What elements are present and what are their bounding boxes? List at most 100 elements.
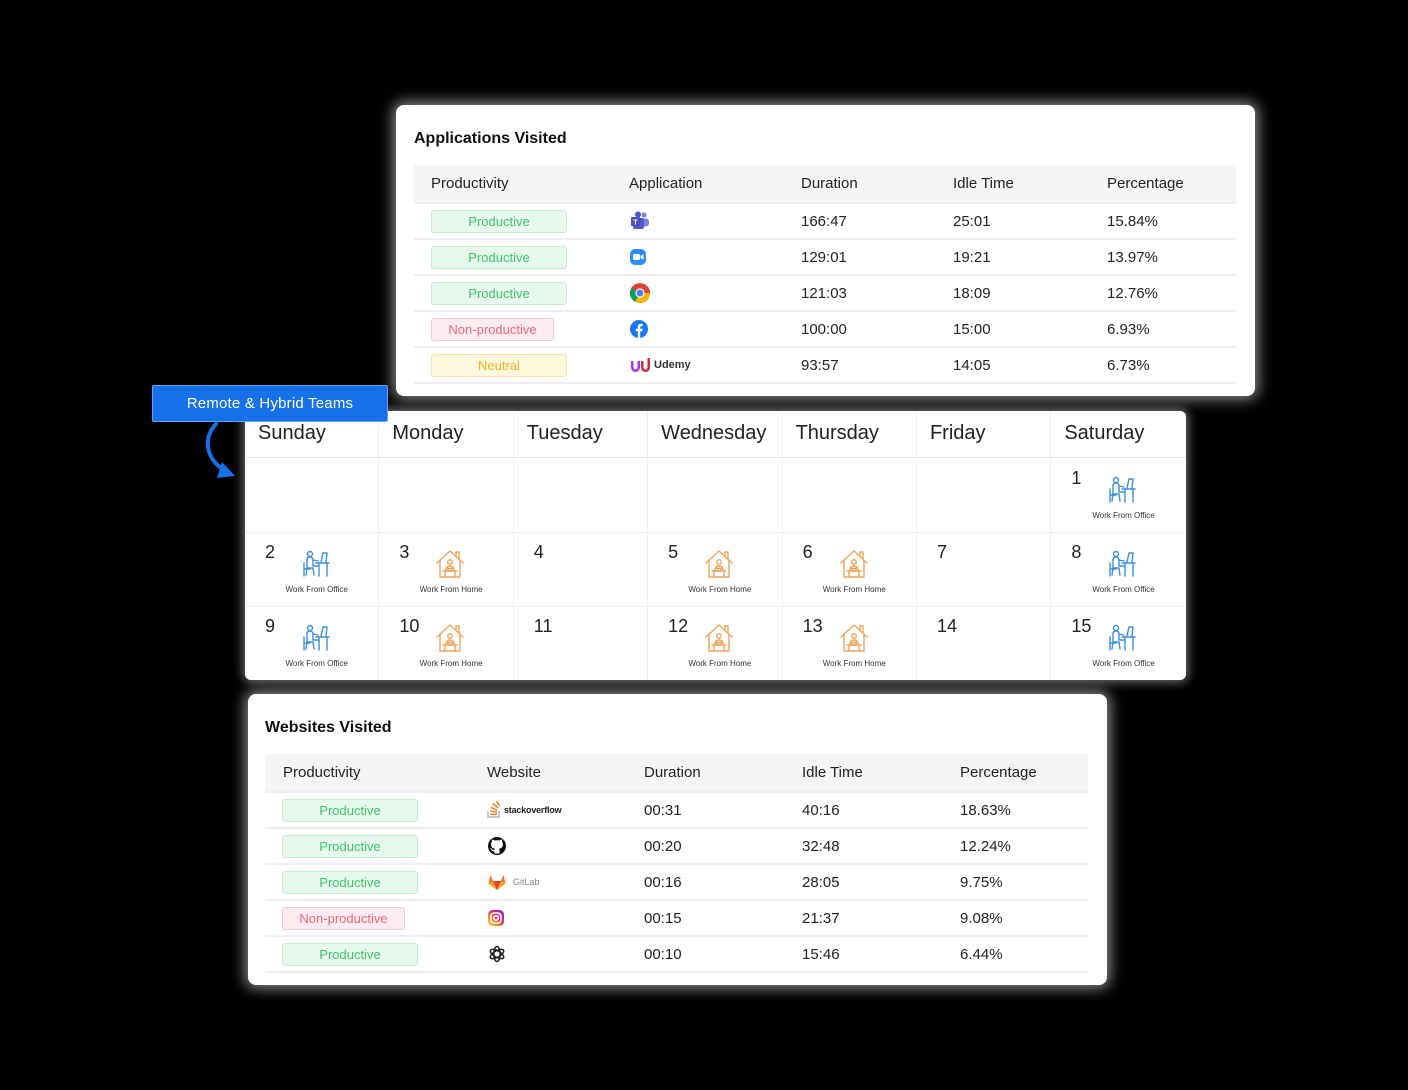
calendar-empty-cell <box>514 459 649 532</box>
work-mode-label: Work From Home <box>419 585 483 594</box>
openai-icon <box>487 944 507 964</box>
calendar-date: 11 <box>533 616 553 636</box>
table-row: Productive 121:03 18:09 12.76% <box>414 274 1236 311</box>
productivity-badge: Productive <box>282 942 418 966</box>
calendar-grid: 1 Work From Office 2 Work From Office 3 Work … <box>245 459 1186 680</box>
curved-arrow-icon <box>206 422 235 478</box>
calendar-empty-cell <box>379 459 514 532</box>
calendar-date: 14 <box>936 616 957 636</box>
icon-cell <box>487 827 644 864</box>
icon-cell <box>487 935 644 973</box>
teams-icon: T <box>629 211 651 231</box>
work-from-home-icon <box>704 549 734 579</box>
calendar-day-cell[interactable]: 2 Work From Office <box>245 533 380 606</box>
work-mode-label: Work From Office <box>285 659 348 668</box>
work-mode-label: Work From Office <box>1092 585 1155 594</box>
idle-cell: 19:21 <box>953 238 1107 275</box>
idle-cell: 32:48 <box>802 827 960 864</box>
work-mode-label: Work From Home <box>822 659 886 668</box>
weekday-sunday: Sunday <box>245 411 380 457</box>
productivity-cell: Productive <box>265 863 487 900</box>
instagram-icon <box>487 909 505 927</box>
column-header-idle-time: Idle Time <box>802 754 960 792</box>
table-row: Non-productive 00:15 21:37 9.08% <box>265 899 1088 936</box>
percentage-cell: 13.97% <box>1107 238 1236 275</box>
calendar-day-cell[interactable]: 6 Work From Home <box>783 533 917 606</box>
percentage-cell: 6.44% <box>960 935 1088 973</box>
duration-cell: 00:31 <box>644 791 802 828</box>
calendar-empty-cell <box>245 459 380 532</box>
column-header-duration: Duration <box>644 754 802 792</box>
work-from-home-icon <box>435 623 465 653</box>
idle-cell: 15:00 <box>953 310 1107 347</box>
column-header-duration: Duration <box>801 165 953 203</box>
productivity-cell: Non-productive <box>265 899 487 936</box>
calendar-week-row: 9 Work From Office 10 Work From Home 11 12 Wor… <box>245 607 1186 680</box>
column-header-productivity: Productivity <box>265 754 487 792</box>
weekday-saturday: Saturday <box>1051 411 1186 457</box>
productivity-badge: Productive <box>282 834 418 858</box>
calendar-day-cell[interactable]: 5 Work From Home <box>648 533 783 606</box>
calendar-date: 9 <box>265 616 276 636</box>
column-header-productivity: Productivity <box>414 165 629 203</box>
work-mode-label: Work From Office <box>1092 511 1155 520</box>
calendar-date: 10 <box>399 616 420 636</box>
table-row: Productive T 166:47 25:01 15.84% <box>414 202 1236 239</box>
calendar-date: 15 <box>1071 616 1092 636</box>
idle-cell: 25:01 <box>953 202 1107 239</box>
table-row: Productive GitLab 00:16 28:05 9.75% <box>265 863 1088 900</box>
calendar-week-row: 1 Work From Office <box>245 459 1186 533</box>
table-row: Productive 00:10 15:46 6.44% <box>265 935 1088 973</box>
percentage-cell: 12.24% <box>960 827 1088 864</box>
work-from-office-icon <box>301 623 331 653</box>
work-from-home-icon <box>435 549 465 579</box>
brand-mark <box>629 319 801 339</box>
brand-mark: T <box>629 211 801 231</box>
calendar-empty-cell <box>648 459 783 532</box>
work-mode-label: Work From Home <box>822 585 886 594</box>
work-from-office-icon <box>1107 549 1137 579</box>
calendar-day-cell[interactable]: 10 Work From Home <box>379 607 514 680</box>
calendar-week-row: 2 Work From Office 3 Work From Home 4 5 Work F… <box>245 533 1186 607</box>
percentage-cell: 6.73% <box>1107 346 1236 384</box>
productivity-cell: Non-productive <box>414 310 629 347</box>
applications-visited-card: Applications Visited Productivity Applic… <box>396 105 1255 396</box>
remote-hybrid-teams-button[interactable]: Remote & Hybrid Teams <box>152 385 388 422</box>
calendar-day-cell[interactable]: 9 Work From Office <box>245 607 380 680</box>
calendar-day-cell[interactable]: 14 <box>917 607 1052 680</box>
calendar-empty-cell <box>783 459 917 532</box>
column-header-application: Application <box>629 165 801 203</box>
calendar-day-cell[interactable]: 11 <box>514 607 649 680</box>
websites-visited-title: Websites Visited <box>265 719 392 736</box>
calendar-day-cell[interactable]: 7 <box>917 533 1052 606</box>
work-from-home-icon <box>839 623 869 653</box>
work-mode-label: Work From Home <box>419 659 483 668</box>
idle-cell: 15:46 <box>802 935 960 973</box>
icon-cell <box>629 274 801 311</box>
calendar-day-cell[interactable]: 12 Work From Home <box>648 607 783 680</box>
weekday-monday: Monday <box>379 411 514 457</box>
productivity-badge: Productive <box>431 281 567 305</box>
table-row: Productive 129:01 19:21 13.97% <box>414 238 1236 275</box>
calendar-day-cell[interactable]: 15 Work From Office <box>1051 607 1185 680</box>
calendar-day-cell[interactable]: 3 Work From Home <box>379 533 514 606</box>
calendar-date: 4 <box>533 542 544 562</box>
productivity-cell: Productive <box>265 791 487 828</box>
calendar-date: 2 <box>265 542 276 562</box>
idle-cell: 21:37 <box>802 899 960 936</box>
table-row: Productive stackoverflow 00:31 40:16 18.63% <box>265 791 1088 828</box>
calendar-day-cell[interactable]: 8 Work From Office <box>1051 533 1185 606</box>
calendar-day-cell[interactable]: 4 <box>514 533 649 606</box>
icon-cell <box>629 310 801 347</box>
calendar-date: 13 <box>802 616 823 636</box>
github-icon <box>487 836 507 856</box>
percentage-cell: 18.63% <box>960 791 1088 828</box>
weekday-tuesday: Tuesday <box>514 411 649 457</box>
productivity-badge: Productive <box>282 798 418 822</box>
productivity-badge: Non-productive <box>431 317 554 341</box>
applications-visited-title: Applications Visited <box>414 130 567 147</box>
icon-cell <box>487 899 644 936</box>
calendar-day-cell[interactable]: 1 Work From Office <box>1051 459 1185 532</box>
calendar-day-cell[interactable]: 13 Work From Home <box>783 607 917 680</box>
stackoverflow-icon <box>487 801 501 819</box>
